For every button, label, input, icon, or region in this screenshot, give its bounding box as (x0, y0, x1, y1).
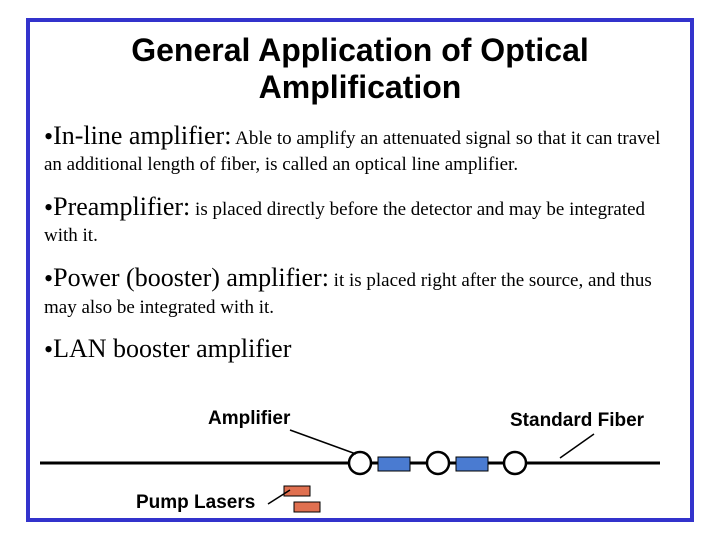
bullet-mark: • (44, 264, 53, 293)
bullet-head: Power (booster) amplifier: (53, 263, 329, 292)
bullet-mark: • (44, 193, 53, 222)
bullet-list: •In-line amplifier: Able to amplify an a… (44, 120, 676, 367)
bullet-mark: • (44, 122, 53, 151)
label-standard-fiber: Standard Fiber (510, 410, 644, 432)
bullet-item: •Preamplifier: is placed directly before… (44, 191, 676, 248)
bullet-mark: • (44, 335, 53, 364)
bullet-item: •In-line amplifier: Able to amplify an a… (44, 120, 676, 177)
amplifier-diagram: Amplifier Pump Lasers Standard Fiber (40, 408, 700, 528)
bullet-item: •LAN booster amplifier (44, 333, 676, 367)
bullet-head: In-line amplifier: (53, 121, 231, 150)
bullet-head: Preamplifier: (53, 192, 190, 221)
label-amplifier: Amplifier (208, 408, 290, 430)
bullet-head: LAN booster amplifier (53, 334, 291, 363)
bullet-item: •Power (booster) amplifier: it is placed… (44, 262, 676, 319)
label-pump-lasers: Pump Lasers (136, 492, 255, 514)
page-title: General Application of Optical Amplifica… (60, 32, 660, 106)
